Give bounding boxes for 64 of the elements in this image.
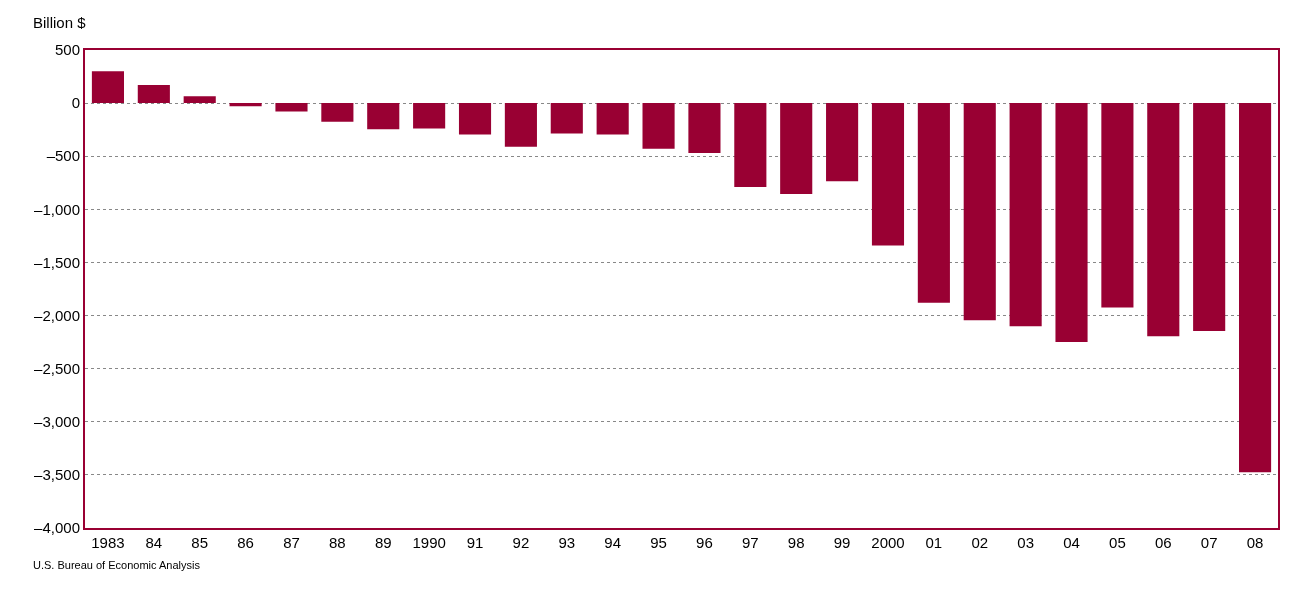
y-axis-title: Billion $	[33, 14, 87, 31]
x-tick-label: 08	[1246, 534, 1264, 551]
bar	[1193, 103, 1226, 331]
bar	[275, 103, 308, 112]
x-tick-label: 97	[741, 534, 759, 551]
x-tick-label: 1990	[412, 534, 446, 551]
bar	[780, 103, 813, 194]
y-tick-label: –500	[46, 147, 80, 165]
x-tick-label: 98	[787, 534, 805, 551]
bar	[1055, 103, 1088, 343]
x-tick-label: 93	[558, 534, 576, 551]
y-tick-label: –3,500	[34, 466, 80, 484]
bar	[183, 96, 216, 104]
y-tick-label: –3,000	[34, 413, 80, 431]
bar	[1239, 103, 1272, 473]
bar	[871, 103, 905, 246]
bar	[550, 103, 583, 134]
x-tick-label: 02	[971, 534, 989, 551]
x-tick-label: 01	[925, 534, 943, 551]
x-tick-label: 85	[191, 534, 209, 551]
x-tick-label: 2000	[871, 534, 905, 551]
x-tick-label: 88	[329, 534, 346, 551]
x-tick-label: 96	[696, 534, 713, 551]
x-tick-label: 05	[1109, 534, 1126, 551]
bar	[229, 103, 262, 107]
y-tick-label: 0	[71, 94, 80, 112]
y-tick-label: –4,000	[34, 519, 80, 537]
x-tick-label: 99	[833, 534, 851, 551]
x-tick-label: 04	[1063, 534, 1080, 551]
x-tick-label: 03	[1017, 534, 1034, 551]
bar	[596, 103, 629, 135]
bar	[734, 103, 767, 188]
text: U.S. Bureau of Economic Analysis	[33, 559, 201, 571]
y-tick-label: –1,500	[34, 253, 80, 271]
x-tick-label: 89	[374, 534, 392, 551]
bar	[504, 103, 537, 147]
x-tick-label: 86	[237, 534, 254, 551]
x-tick-label: 07	[1200, 534, 1218, 551]
bar	[91, 71, 124, 104]
y-tick-label: 500	[54, 41, 80, 59]
bar	[1147, 103, 1180, 337]
bar	[1101, 103, 1134, 308]
bar	[642, 103, 675, 149]
bar	[321, 103, 354, 122]
bar	[688, 103, 721, 154]
y-tick-label: –1,000	[34, 200, 80, 218]
bar	[963, 103, 996, 321]
x-tick-label: 87	[283, 534, 300, 551]
bar	[1009, 103, 1042, 327]
y-tick-label: –2,000	[34, 306, 80, 324]
bar	[367, 103, 400, 130]
bar	[826, 103, 859, 182]
bar	[458, 103, 492, 135]
x-tick-label: 84	[145, 534, 163, 551]
x-tick-label: 91	[466, 534, 484, 551]
x-tick-label: 95	[650, 534, 667, 551]
x-tick-label: 1983	[91, 534, 125, 551]
x-tick-label: 94	[604, 534, 622, 551]
bar	[137, 85, 170, 104]
bar	[413, 103, 446, 129]
x-tick-label: 06	[1154, 534, 1172, 551]
y-tick-label: –2,500	[34, 359, 80, 377]
bar	[917, 103, 950, 303]
x-tick-label: 92	[512, 534, 530, 551]
